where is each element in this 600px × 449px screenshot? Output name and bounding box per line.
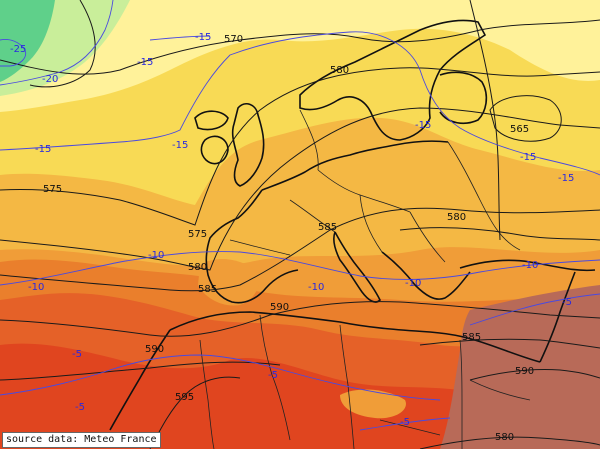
contour-570 bbox=[0, 19, 600, 75]
label-geopotential: 575 bbox=[43, 184, 62, 195]
coast-turkey bbox=[459, 259, 596, 272]
contour-590 bbox=[0, 301, 600, 337]
coastlines bbox=[109, 19, 596, 431]
label-temperature: -15 bbox=[137, 57, 153, 68]
label-temperature: -5 bbox=[268, 370, 278, 381]
isotherm-minus-5 bbox=[0, 354, 441, 401]
isotherm-minus-15-b bbox=[149, 35, 211, 41]
label-temperature: -5 bbox=[562, 297, 572, 308]
isotherm-minus-5-south bbox=[359, 417, 451, 431]
isotherm-minus-10 bbox=[0, 251, 600, 286]
contour-590-east bbox=[469, 369, 600, 381]
label-temperature: -15 bbox=[35, 144, 51, 155]
label-geopotential: 585 bbox=[198, 284, 217, 295]
contour-labels: 570 575 575 580 580 580 585 585 585 565 … bbox=[10, 32, 574, 443]
label-temperature: -20 bbox=[42, 74, 58, 85]
field-patch-orange-spain bbox=[198, 258, 260, 306]
label-temperature: -10 bbox=[308, 282, 324, 293]
label-geopotential: 575 bbox=[188, 229, 207, 240]
contour-575 bbox=[0, 67, 600, 226]
contour-580 bbox=[0, 107, 600, 271]
coast-france-iberia bbox=[205, 189, 299, 304]
label-temperature: -10 bbox=[148, 250, 164, 261]
label-geopotential: 580 bbox=[495, 432, 514, 443]
contour-590-south bbox=[0, 361, 281, 381]
isotherm-minus-25 bbox=[0, 39, 27, 67]
source-credit: source data: Meteo France bbox=[2, 432, 161, 448]
label-geopotential: 580 bbox=[188, 262, 207, 273]
label-temperature: -10 bbox=[405, 278, 421, 289]
label-temperature: -10 bbox=[522, 260, 538, 271]
label-temperature: -15 bbox=[195, 32, 211, 43]
label-temperature: -25 bbox=[10, 44, 26, 55]
coast-balkans-greece bbox=[381, 251, 471, 300]
label-temperature: -15 bbox=[415, 120, 431, 131]
field-band-hot-east bbox=[440, 285, 600, 449]
isotherm-minus-20 bbox=[0, 0, 114, 86]
coast-north-africa bbox=[169, 311, 541, 363]
label-temperature: -5 bbox=[400, 417, 410, 428]
label-temperature: -5 bbox=[75, 402, 85, 413]
coast-italy bbox=[333, 231, 381, 303]
coast-continent-west bbox=[261, 140, 449, 191]
label-temperature: -15 bbox=[520, 152, 536, 163]
coast-britain bbox=[231, 103, 265, 187]
contour-ne-line bbox=[469, 0, 501, 241]
label-temperature: -5 bbox=[72, 349, 82, 360]
temperature-contours bbox=[0, 0, 600, 431]
label-temperature: -15 bbox=[172, 140, 188, 151]
contour-565-closed bbox=[489, 95, 562, 142]
label-geopotential: 590 bbox=[515, 366, 534, 377]
coast-norway-scandinavia bbox=[299, 19, 487, 141]
label-geopotential: 570 bbox=[224, 34, 243, 45]
label-geopotential: 585 bbox=[462, 332, 481, 343]
label-geopotential: 565 bbox=[510, 124, 529, 135]
coast-finland bbox=[439, 71, 488, 125]
field-band-pale bbox=[0, 0, 600, 112]
field-patch-orange-libya bbox=[340, 389, 406, 419]
coast-morocco-west bbox=[109, 329, 171, 431]
contour-nw-arc bbox=[29, 0, 96, 88]
borders bbox=[199, 109, 531, 449]
label-geopotential: 580 bbox=[447, 212, 466, 223]
contour-580-se bbox=[419, 436, 600, 449]
label-temperature: -10 bbox=[28, 282, 44, 293]
label-geopotential: 595 bbox=[175, 392, 194, 403]
label-geopotential: 590 bbox=[270, 302, 289, 313]
coast-levant bbox=[539, 271, 576, 363]
isotherm-minus-15 bbox=[0, 31, 600, 176]
contour-580-east bbox=[399, 227, 600, 241]
isotherm-minus-5-east bbox=[469, 293, 600, 326]
label-geopotential: 580 bbox=[330, 65, 349, 76]
field-band-cold-core bbox=[0, 0, 55, 82]
contour-585-east bbox=[419, 338, 600, 349]
coast-iceland bbox=[194, 110, 229, 131]
label-geopotential: 590 bbox=[145, 344, 164, 355]
contour-585 bbox=[0, 207, 600, 292]
label-geopotential: 585 bbox=[318, 222, 337, 233]
label-temperature: -15 bbox=[558, 173, 574, 184]
